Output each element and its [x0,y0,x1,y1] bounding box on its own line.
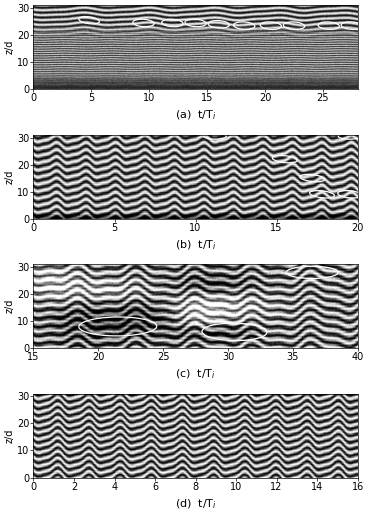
X-axis label: (c)  t/T$_i$: (c) t/T$_i$ [175,368,216,382]
X-axis label: (b)  t/T$_i$: (b) t/T$_i$ [174,238,216,252]
Y-axis label: z/d: z/d [4,299,14,313]
X-axis label: (a)  t/T$_i$: (a) t/T$_i$ [175,109,216,123]
Y-axis label: z/d: z/d [4,40,14,55]
Y-axis label: z/d: z/d [4,169,14,184]
X-axis label: (d)  t/T$_i$: (d) t/T$_i$ [174,497,216,511]
Y-axis label: z/d: z/d [4,428,14,443]
